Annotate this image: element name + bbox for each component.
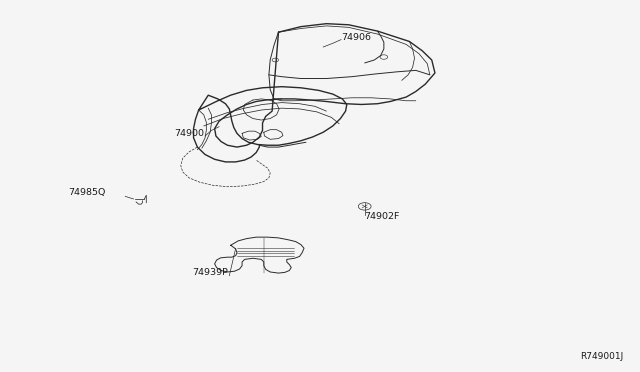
- Text: 74939P: 74939P: [192, 268, 228, 277]
- Text: 74902F: 74902F: [365, 212, 400, 221]
- Text: R749001J: R749001J: [580, 352, 623, 361]
- Text: 74985Q: 74985Q: [68, 188, 105, 197]
- Text: 74906: 74906: [341, 33, 371, 42]
- Text: 74900: 74900: [174, 129, 204, 138]
